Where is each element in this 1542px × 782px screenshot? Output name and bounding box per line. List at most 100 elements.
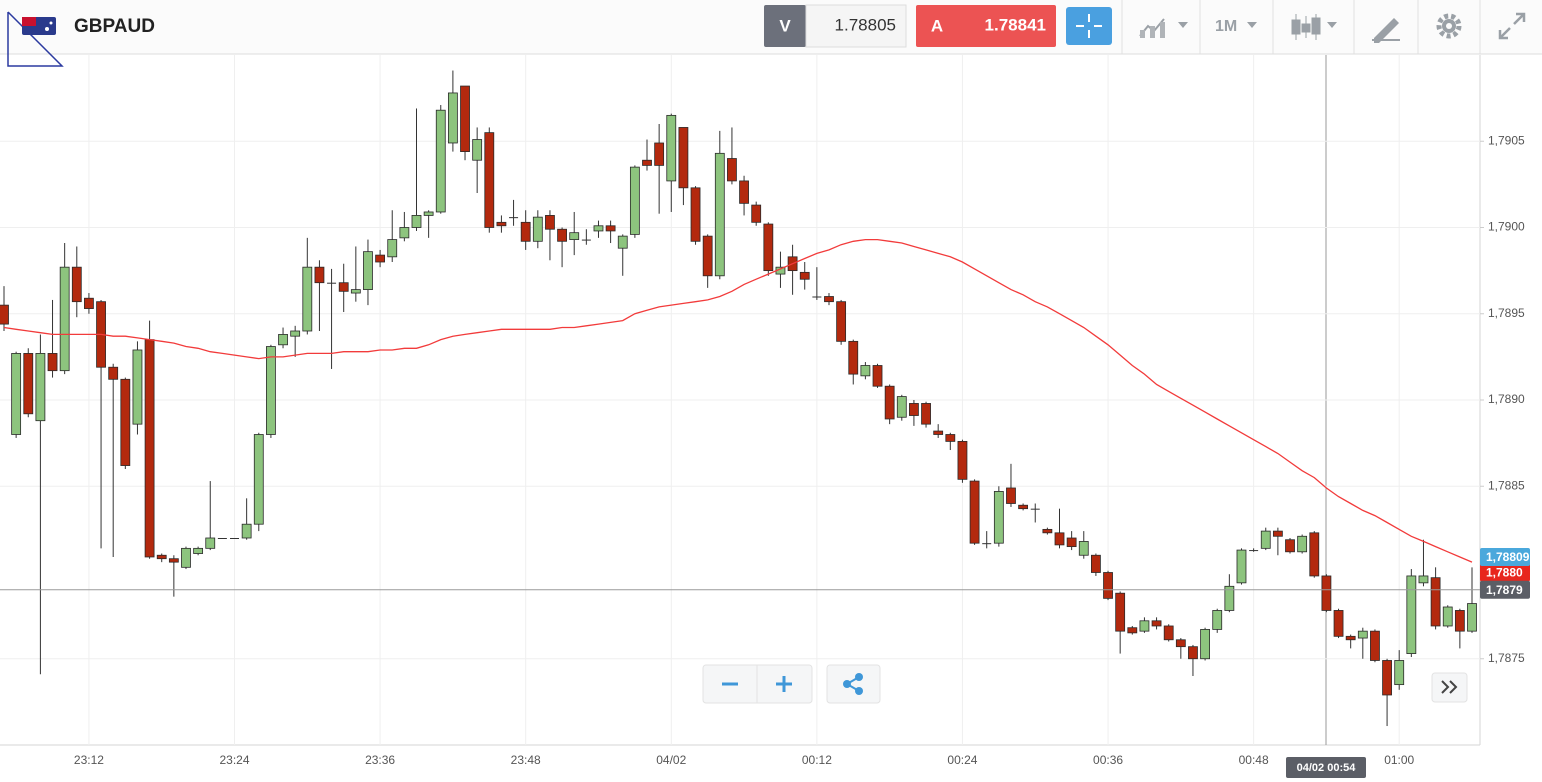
x-tick-label: 00:36 (1093, 753, 1123, 767)
candle-body (1224, 585, 1235, 611)
share-button[interactable] (826, 664, 881, 704)
x-tick-label: 00:12 (802, 753, 832, 767)
drawing-button[interactable] (1372, 18, 1400, 43)
candle-body (763, 223, 774, 272)
candle-body (714, 152, 725, 277)
timeframe: 1M (1215, 18, 1237, 35)
candle-body (1054, 532, 1065, 546)
sell-label: V (779, 16, 791, 35)
candle-body (1260, 530, 1271, 549)
zoom-controls (702, 664, 813, 704)
candle-body (1042, 528, 1053, 534)
candle-body (1321, 575, 1332, 611)
candle-body (860, 365, 871, 377)
sell-price: 1.78805 (835, 15, 896, 34)
candle-body (1006, 487, 1016, 504)
y-tick-label: 1,7905 (1488, 133, 1525, 147)
candle-body (581, 239, 591, 241)
timeframe-button[interactable]: 1M (1215, 18, 1257, 35)
zoom-in-button[interactable] (776, 676, 792, 692)
candle-body (1394, 660, 1405, 686)
candle-body (1236, 549, 1247, 584)
candle-body (460, 85, 470, 153)
candle-body (1418, 575, 1429, 584)
candle-body (1103, 572, 1113, 599)
candle-body (557, 228, 567, 242)
candle-body (144, 339, 155, 558)
crosshair-button[interactable] (1066, 7, 1112, 45)
candle-body (727, 158, 737, 182)
candle-body (909, 403, 919, 416)
candle-body (411, 215, 422, 228)
candle-body (253, 434, 264, 525)
candle-body (59, 266, 70, 372)
moving-average (3, 238, 1473, 563)
price-tag (1480, 547, 1530, 566)
candle-body (278, 334, 288, 346)
candle-body (836, 301, 847, 342)
candle-body (108, 366, 119, 380)
scroll-right-button[interactable] (1431, 672, 1468, 703)
candle-body (982, 543, 992, 545)
x-tick-label: 23:24 (219, 753, 249, 767)
candle-body (945, 434, 956, 442)
symbol: GBPAUD (74, 16, 155, 37)
candle-body (1163, 625, 1174, 641)
candle-body (1272, 530, 1283, 537)
candle-body (168, 558, 179, 563)
crosshair-time: 04/02 00:54 (1297, 762, 1357, 774)
toolbar-separators (1121, 0, 1481, 54)
candle-body (205, 537, 216, 549)
candle-body (993, 491, 1004, 544)
candle-body (1115, 592, 1126, 632)
candle-body (447, 92, 458, 144)
candle-body (327, 282, 337, 284)
candle-body (1430, 577, 1441, 627)
candle-body (423, 211, 434, 216)
chart-type-button[interactable] (1139, 18, 1188, 38)
candle-body (241, 523, 252, 539)
candle-body (629, 166, 640, 235)
candle-body (617, 235, 628, 249)
candle-body (1078, 541, 1089, 556)
candle-body (47, 353, 58, 372)
candle-body (1442, 606, 1453, 627)
candle-body (1309, 532, 1320, 577)
candle-body (84, 297, 94, 309)
candle-body (532, 216, 543, 242)
price-tag (1480, 563, 1530, 582)
candle-body (642, 159, 652, 166)
x-tick-label: 23:12 (74, 753, 104, 767)
buy-price: 1.78841 (985, 15, 1046, 34)
candle-body (799, 271, 810, 280)
candle-body (1345, 635, 1356, 641)
candle-body (350, 289, 361, 294)
candle-body (702, 235, 713, 277)
x-tick-label: 00:24 (947, 753, 977, 767)
candle-body (1151, 620, 1162, 627)
sell-button[interactable]: V 1.78805 (764, 4, 907, 48)
x-tick-label: 04/02 (656, 753, 686, 767)
candle-body (363, 251, 373, 290)
candle-body (193, 547, 204, 554)
candle-body (338, 282, 349, 292)
candle-body (933, 430, 944, 435)
candle-body (1382, 660, 1392, 696)
candle-body (1285, 539, 1295, 553)
settings-button[interactable] (1436, 13, 1462, 39)
candle-body (1333, 610, 1344, 637)
fullscreen-button[interactable] (1498, 12, 1526, 40)
candle-body (569, 232, 580, 240)
price-tag-label: 1,7880 (1486, 566, 1523, 580)
candle-body (678, 127, 689, 189)
candle-body (520, 221, 531, 242)
candle-body (1188, 646, 1198, 660)
candle-style-button[interactable] (1291, 14, 1337, 40)
y-tick-label: 1,7890 (1488, 392, 1525, 406)
candle-body (1406, 575, 1417, 654)
buy-button[interactable]: A 1.78841 (916, 5, 1056, 47)
candle-body (848, 340, 859, 375)
candle-body (399, 227, 410, 239)
